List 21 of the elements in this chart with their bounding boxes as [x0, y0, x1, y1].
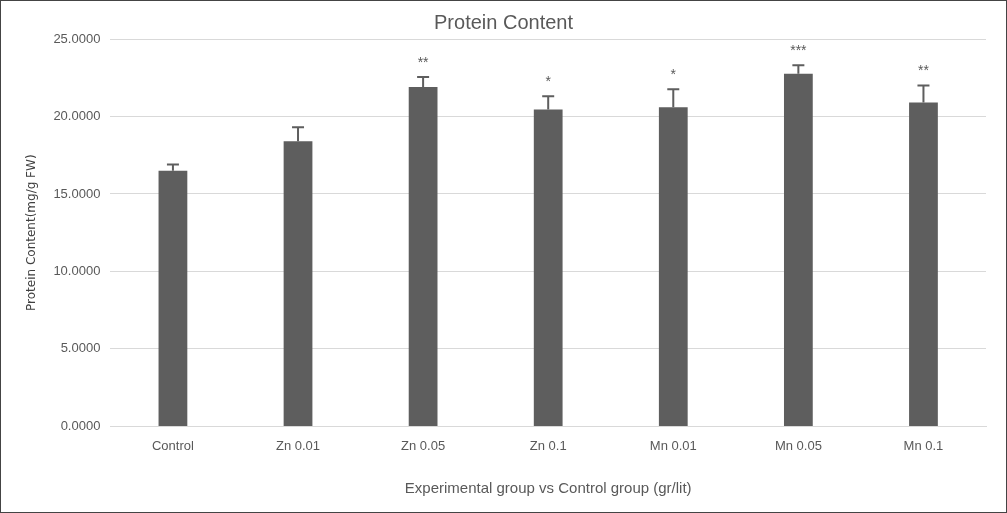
annotation: *: [670, 66, 677, 83]
x-tick-label: Zn 0.05: [401, 437, 446, 453]
chart-title: Protein Content: [434, 10, 574, 33]
y-tick-label: 0.0000: [60, 417, 101, 433]
x-tick-label: Mn 0.1: [903, 437, 944, 453]
x-axis-title: Experimental group vs Control group (gr/lit): [404, 479, 692, 497]
annotation: ***: [790, 42, 808, 59]
annotation: **: [918, 62, 930, 79]
y-tick-label: 5.0000: [60, 340, 101, 356]
y-tick-label: 25.0000: [53, 30, 101, 46]
y-tick-label: 15.0000: [53, 185, 101, 201]
y-tick-label: 10.0000: [53, 263, 101, 279]
x-tick-label: Zn 0.01: [275, 437, 321, 453]
x-tick-label: Mn 0.01: [649, 437, 697, 453]
x-tick-label: Control: [151, 437, 194, 453]
x-tick-label: Mn 0.05: [774, 437, 822, 453]
annotation: *: [545, 73, 552, 90]
y-axis-title: Protein Content(mg/g FW): [24, 154, 39, 311]
annotation: **: [417, 53, 430, 70]
x-tick-label: Zn 0.1: [529, 437, 567, 453]
y-tick-label: 20.0000: [53, 108, 101, 124]
